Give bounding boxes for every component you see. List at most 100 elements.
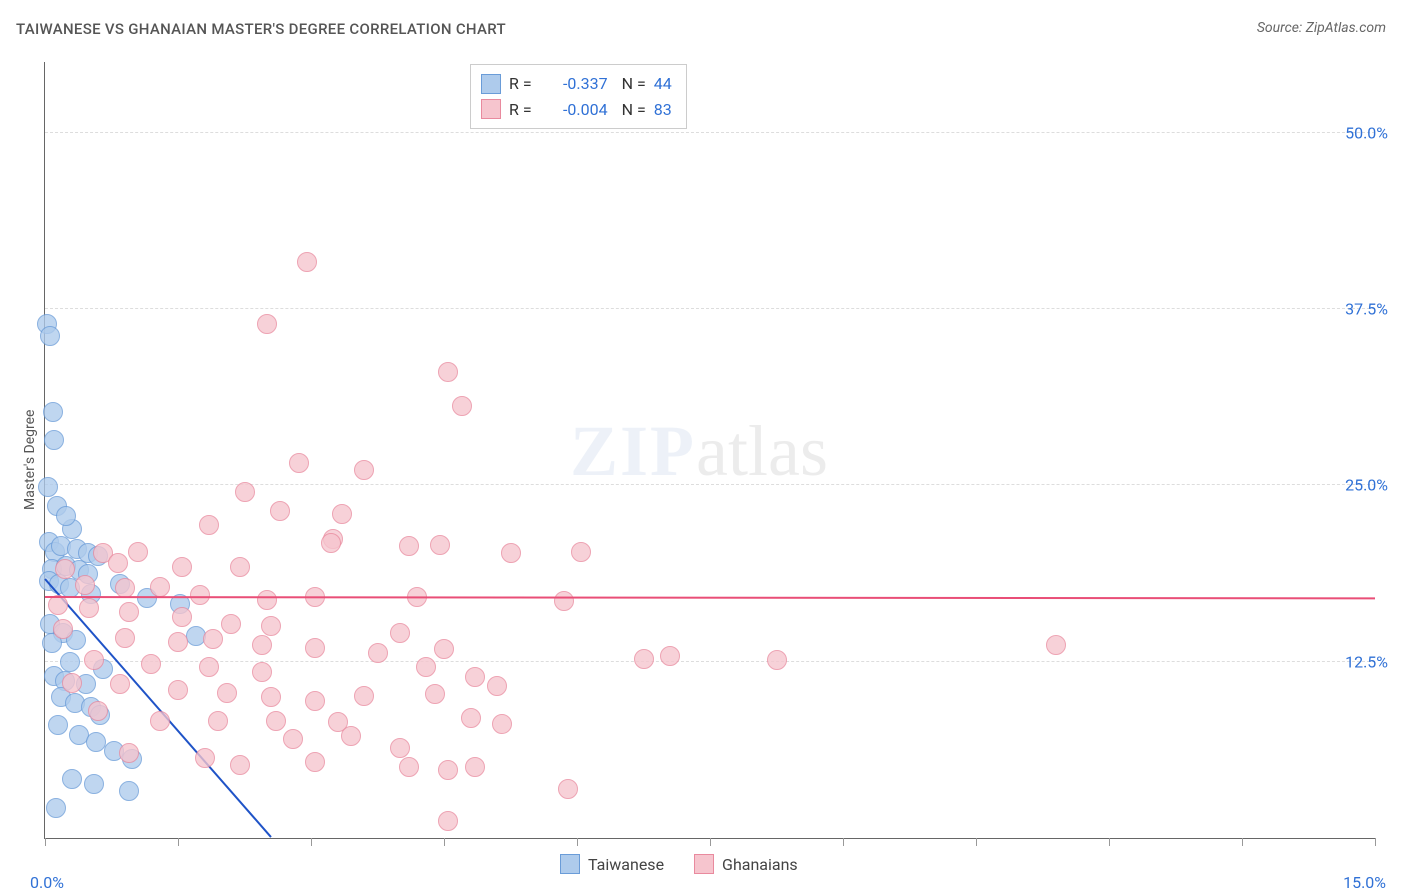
- scatter-point: [430, 535, 450, 555]
- x-tick: [444, 838, 445, 846]
- scatter-point: [56, 506, 76, 526]
- scatter-point: [425, 684, 445, 704]
- scatter-point: [305, 638, 325, 658]
- scatter-point: [119, 781, 139, 801]
- x-tick-right: 15.0%: [1343, 873, 1386, 892]
- scatter-point: [261, 687, 281, 707]
- scatter-point: [270, 501, 290, 521]
- scatter-point: [416, 657, 436, 677]
- scatter-point: [84, 774, 104, 794]
- series-legend-item: Taiwanese: [560, 854, 664, 874]
- scatter-point: [84, 650, 104, 670]
- x-tick: [45, 838, 46, 846]
- scatter-point: [141, 654, 161, 674]
- scatter-point: [461, 708, 481, 728]
- stats-legend: R =-0.337N =44R =-0.004N =83: [470, 64, 687, 129]
- series-legend-item: Ghanaians: [694, 854, 798, 874]
- legend-n-label: N =: [622, 97, 646, 123]
- legend-n-value: 83: [654, 97, 672, 123]
- scatter-point: [438, 811, 458, 831]
- gridline: [45, 661, 1375, 662]
- y-tick-label: 37.5%: [1345, 299, 1388, 318]
- x-tick: [710, 838, 711, 846]
- scatter-point: [283, 729, 303, 749]
- scatter-point: [79, 598, 99, 618]
- legend-swatch: [694, 854, 714, 874]
- scatter-point: [230, 755, 250, 775]
- scatter-point: [434, 639, 454, 659]
- scatter-point: [150, 711, 170, 731]
- scatter-point: [261, 616, 281, 636]
- series-name: Taiwanese: [588, 855, 664, 874]
- scatter-point: [487, 676, 507, 696]
- scatter-point: [128, 542, 148, 562]
- gridline: [45, 308, 1375, 309]
- scatter-point: [110, 674, 130, 694]
- scatter-point: [55, 559, 75, 579]
- y-axis-label: Master's Degree: [22, 410, 38, 510]
- scatter-point: [48, 715, 68, 735]
- legend-row: R =-0.337N =44: [481, 71, 672, 97]
- scatter-point: [767, 650, 787, 670]
- scatter-point: [168, 680, 188, 700]
- scatter-point: [368, 643, 388, 663]
- scatter-point: [289, 453, 309, 473]
- x-tick: [1242, 838, 1243, 846]
- chart-title: TAIWANESE VS GHANAIAN MASTER'S DEGREE CO…: [16, 20, 506, 38]
- scatter-point: [119, 743, 139, 763]
- scatter-point: [558, 779, 578, 799]
- scatter-point: [199, 657, 219, 677]
- scatter-point: [252, 635, 272, 655]
- scatter-point: [108, 553, 128, 573]
- scatter-point: [438, 362, 458, 382]
- scatter-point: [465, 757, 485, 777]
- trend-line: [45, 596, 1375, 599]
- scatter-point: [62, 769, 82, 789]
- y-tick-label: 50.0%: [1345, 123, 1388, 142]
- scatter-point: [60, 652, 80, 672]
- x-tick: [1109, 838, 1110, 846]
- scatter-point: [399, 757, 419, 777]
- scatter-point: [221, 614, 241, 634]
- scatter-point: [88, 701, 108, 721]
- scatter-point: [571, 542, 591, 562]
- scatter-point: [217, 683, 237, 703]
- scatter-point: [257, 590, 277, 610]
- scatter-point: [168, 632, 188, 652]
- legend-r-value: -0.004: [540, 97, 608, 123]
- scatter-point: [208, 711, 228, 731]
- source-label: Source: ZipAtlas.com: [1257, 20, 1386, 36]
- scatter-point: [203, 629, 223, 649]
- scatter-point: [305, 752, 325, 772]
- scatter-point: [172, 607, 192, 627]
- scatter-point: [1046, 635, 1066, 655]
- scatter-point: [305, 691, 325, 711]
- scatter-point: [438, 760, 458, 780]
- scatter-point: [172, 557, 192, 577]
- scatter-point: [354, 460, 374, 480]
- scatter-point: [465, 667, 485, 687]
- scatter-point: [62, 673, 82, 693]
- scatter-point: [257, 314, 277, 334]
- scatter-point: [46, 798, 66, 818]
- scatter-point: [390, 738, 410, 758]
- x-tick: [1375, 838, 1376, 846]
- legend-swatch: [560, 854, 580, 874]
- scatter-point: [399, 536, 419, 556]
- y-tick-label: 25.0%: [1345, 476, 1388, 495]
- scatter-point: [235, 482, 255, 502]
- legend-n-label: N =: [622, 71, 646, 97]
- scatter-point: [266, 711, 286, 731]
- x-tick: [577, 838, 578, 846]
- legend-r-value: -0.337: [540, 71, 608, 97]
- scatter-point: [199, 515, 219, 535]
- scatter-point: [75, 575, 95, 595]
- x-tick: [178, 838, 179, 846]
- x-tick: [311, 838, 312, 846]
- scatter-point: [150, 577, 170, 597]
- scatter-point: [44, 430, 64, 450]
- legend-swatch: [481, 99, 501, 119]
- scatter-point: [634, 649, 654, 669]
- x-tick-left: 0.0%: [30, 873, 64, 892]
- legend-r-label: R =: [509, 97, 532, 123]
